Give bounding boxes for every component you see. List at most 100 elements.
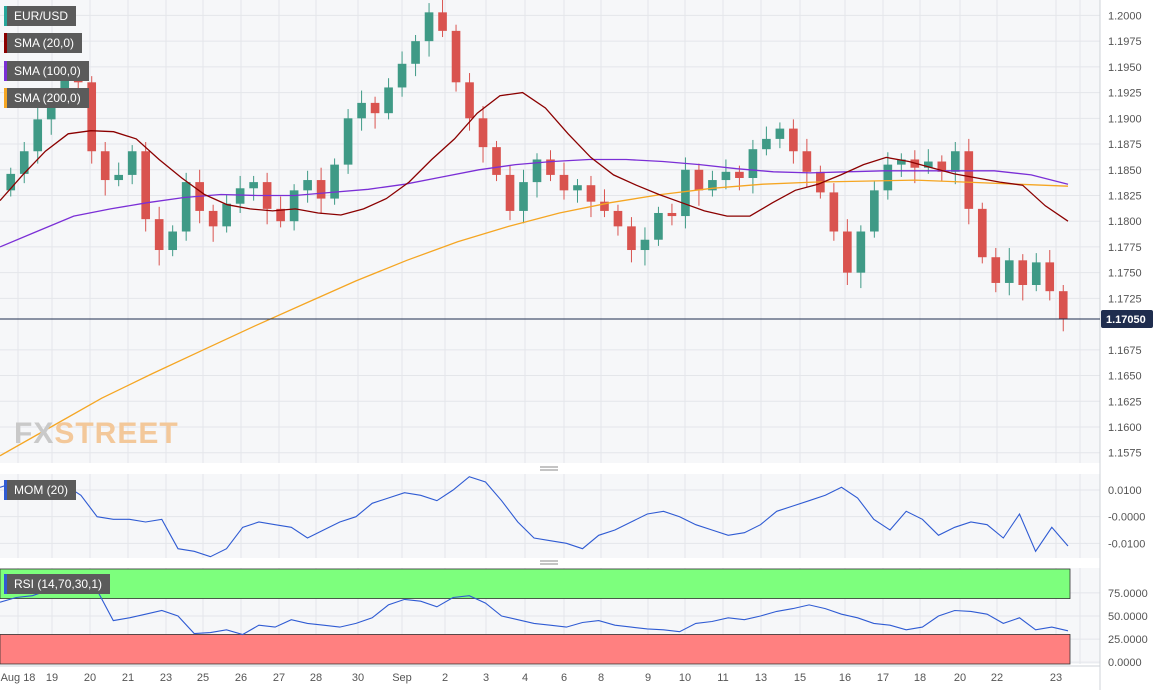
candle [897, 153, 906, 177]
price-tick-label: 1.1800 [1108, 216, 1142, 228]
rsi-tick-label: 75.0000 [1108, 588, 1148, 600]
legend-mom-label: MOM (20) [14, 483, 68, 497]
price-tick-label: 1.1875 [1108, 139, 1142, 151]
candle [289, 184, 299, 231]
candle [451, 24, 461, 92]
legend-sma20-label: SMA (20,0) [14, 36, 75, 50]
x-tick-label: 23 [1050, 672, 1062, 684]
candle [1018, 254, 1028, 301]
x-tick-label: 20 [954, 672, 966, 684]
candle [316, 167, 326, 215]
candle [384, 78, 393, 120]
legend-mom[interactable]: MOM (20) [4, 480, 76, 500]
x-tick-label: 18 [914, 672, 926, 684]
rsi-oversold-zone [0, 634, 1071, 665]
mom-tick-label: 0.0100 [1108, 485, 1142, 497]
legend-rsi[interactable]: RSI (14,70,30,1) [4, 574, 111, 594]
x-tick-label: 26 [235, 672, 247, 684]
x-tick-label: 8 [598, 672, 604, 684]
candle [492, 140, 501, 182]
candle [114, 162, 124, 187]
candle [168, 225, 177, 257]
candle [343, 109, 353, 174]
candle [532, 153, 542, 198]
candle [802, 138, 812, 188]
candle [330, 158, 339, 205]
x-tick-label: 30 [352, 672, 364, 684]
x-tick-label: 6 [561, 672, 567, 684]
mom-panel-bg [0, 474, 1100, 558]
candle [708, 170, 717, 197]
candle [950, 141, 960, 185]
legend-sma200-swatch [4, 88, 7, 108]
candle [843, 219, 852, 286]
rsi-overbought-zone [0, 568, 1071, 599]
legend-sma100[interactable]: SMA (100,0) [4, 61, 89, 81]
legend-eurusd-label: EUR/USD [14, 9, 69, 23]
panel-resize-handle-1[interactable] [540, 466, 558, 471]
candle [357, 90, 366, 131]
candle [923, 149, 933, 174]
rsi-tick-label: 50.0000 [1108, 611, 1148, 623]
price-tick-label: 1.1850 [1108, 165, 1142, 177]
candle [600, 189, 609, 218]
price-tick-label: 1.1625 [1108, 396, 1142, 408]
sma20-line [0, 91, 1069, 222]
legend-rsi-label: RSI (14,70,30,1) [14, 577, 103, 591]
x-tick-label: 2 [442, 672, 448, 684]
candle [586, 175, 596, 218]
candle [640, 227, 650, 266]
candle [154, 206, 164, 266]
legend-eurusd[interactable]: EUR/USD [4, 6, 77, 26]
price-tick-label: 1.2000 [1108, 10, 1142, 22]
candle [519, 169, 528, 224]
price-tick-label: 1.1725 [1108, 293, 1142, 305]
candle [141, 141, 151, 232]
candle [627, 217, 636, 263]
legend-sma20[interactable]: SMA (20,0) [4, 33, 83, 53]
sma200-line [0, 179, 1069, 457]
x-tick-label: 21 [122, 672, 134, 684]
mom-line [0, 476, 1069, 558]
candle [411, 34, 420, 77]
candle [856, 225, 866, 289]
candle [1004, 247, 1014, 296]
panel-resize-handle-2[interactable] [540, 560, 558, 565]
x-tick-label: 25 [197, 672, 209, 684]
price-panel-bg [0, 0, 1100, 463]
candle [870, 181, 879, 238]
candle [222, 194, 231, 233]
price-tick-label: 1.1825 [1108, 190, 1142, 202]
price-tick-label: 1.1925 [1108, 88, 1142, 100]
price-tick-label: 1.1975 [1108, 36, 1142, 48]
last-price-badge [1101, 309, 1153, 328]
legend-sma100-swatch [4, 61, 7, 81]
legend-sma200[interactable]: SMA (200,0) [4, 88, 89, 108]
mom-tick-label: -0.0100 [1108, 538, 1145, 550]
rsi-tick-label: 25.0000 [1108, 634, 1148, 646]
candle [613, 204, 623, 236]
price-tick-label: 1.1575 [1108, 448, 1142, 460]
x-tick-label: 20 [84, 672, 96, 684]
candle [6, 167, 16, 197]
candle [303, 170, 312, 203]
sma100-line [0, 158, 1069, 248]
candle [991, 247, 1001, 293]
price-tick-label: 1.1950 [1108, 62, 1142, 74]
x-tick-label: 16 [839, 672, 851, 684]
legend-sma20-swatch [4, 33, 7, 53]
legend-sma200-label: SMA (200,0) [14, 91, 81, 105]
price-tick-label: 1.1600 [1108, 422, 1142, 434]
price-tick-label: 1.1675 [1108, 345, 1142, 357]
candle [127, 145, 137, 185]
x-tick-label: 4 [522, 672, 528, 684]
fxstreet-watermark: FXSTREET [14, 417, 179, 450]
candle [478, 105, 488, 163]
candle [721, 159, 731, 190]
candle [397, 51, 407, 97]
candle [249, 175, 258, 201]
candle [1058, 285, 1068, 332]
x-tick-label: 3 [483, 672, 489, 684]
